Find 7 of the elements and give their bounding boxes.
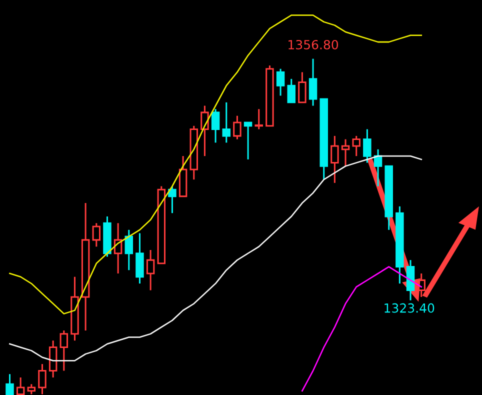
annotation: 1356.80 bbox=[288, 40, 338, 50]
candlestick bbox=[330, 135, 339, 184]
candlestick bbox=[146, 249, 155, 292]
candlestick bbox=[114, 222, 122, 274]
candlestick bbox=[81, 202, 90, 332]
annotation: 1323.40 bbox=[384, 303, 434, 313]
candlestick bbox=[406, 259, 415, 302]
